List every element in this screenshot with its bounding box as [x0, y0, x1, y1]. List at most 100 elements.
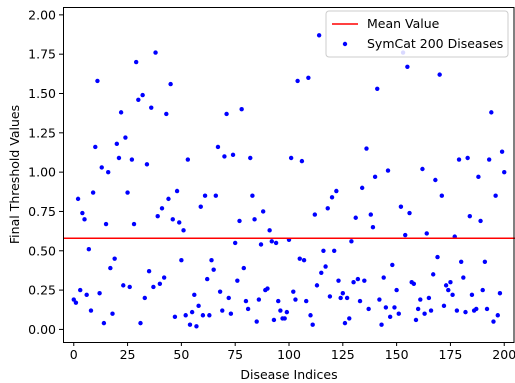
data-point — [385, 168, 391, 173]
data-point — [366, 306, 371, 312]
data-point — [237, 218, 242, 224]
data-point — [123, 135, 128, 140]
data-point — [118, 110, 124, 115]
data-point — [372, 174, 378, 180]
data-point — [149, 105, 154, 110]
data-point — [164, 111, 169, 117]
data-point — [95, 78, 100, 84]
data-point — [325, 206, 330, 211]
data-point — [437, 72, 442, 77]
data-point — [387, 314, 393, 320]
data-point — [433, 177, 438, 183]
data-point — [291, 289, 296, 294]
data-point — [187, 322, 193, 327]
data-point — [435, 254, 440, 260]
y-tick-label: 0.75 — [28, 204, 56, 219]
data-point — [306, 75, 311, 80]
data-point — [381, 275, 386, 280]
data-point — [235, 278, 240, 283]
data-point — [439, 193, 445, 198]
data-point — [250, 193, 255, 198]
data-point — [344, 295, 350, 301]
data-point — [448, 280, 453, 285]
x-tick-label: 50 — [173, 347, 189, 362]
data-point — [110, 311, 115, 316]
data-point — [207, 313, 212, 318]
data-point — [196, 303, 201, 309]
data-point — [144, 162, 150, 167]
data-point — [446, 287, 451, 293]
data-point — [364, 146, 369, 151]
data-point — [159, 206, 165, 211]
data-point — [228, 311, 234, 316]
data-point — [340, 291, 346, 296]
data-point — [142, 295, 147, 301]
data-point — [336, 278, 341, 283]
data-point — [116, 155, 122, 161]
data-point — [273, 240, 279, 246]
x-tick-label: 175 — [438, 347, 462, 362]
data-point — [269, 239, 274, 244]
x-axis-ticks: 0 25 50 75 100 125 150 175 200 — [70, 342, 515, 362]
data-point — [211, 267, 216, 272]
data-point — [254, 319, 259, 324]
y-axis-ticks: 0.00 0.25 0.50 0.75 1.00 1.25 1.50 1.75 2.00 — [28, 7, 63, 337]
data-point — [299, 158, 305, 164]
data-point — [349, 239, 354, 244]
data-point — [172, 314, 178, 320]
data-point — [370, 224, 376, 230]
data-point — [502, 169, 507, 175]
data-point — [125, 190, 130, 195]
data-point — [73, 300, 79, 305]
data-point — [80, 210, 85, 216]
data-point — [332, 248, 337, 253]
data-point — [90, 190, 96, 195]
data-point — [243, 298, 249, 304]
data-point — [209, 258, 214, 263]
data-point — [200, 313, 206, 318]
data-point — [441, 303, 447, 309]
data-point — [312, 212, 318, 217]
x-tick-label: 125 — [331, 347, 355, 362]
data-point — [170, 217, 175, 222]
y-tick-label: 1.00 — [28, 165, 56, 180]
y-tick-label: 2.00 — [28, 7, 56, 22]
data-point — [133, 59, 139, 65]
data-point — [248, 155, 253, 161]
data-point — [368, 212, 373, 217]
x-tick-label: 75 — [227, 347, 243, 362]
data-point — [86, 247, 92, 252]
data-point — [474, 306, 479, 312]
data-point — [493, 193, 498, 198]
data-point — [301, 258, 307, 263]
data-point — [202, 193, 208, 198]
data-point — [486, 157, 492, 162]
data-point — [411, 281, 417, 287]
data-point — [215, 144, 221, 150]
data-point — [351, 280, 356, 285]
data-point — [106, 169, 111, 175]
data-points — [71, 33, 507, 329]
data-point — [205, 276, 210, 282]
legend-series-swatch — [342, 41, 348, 47]
data-point — [131, 221, 137, 227]
data-point — [426, 295, 432, 301]
data-point — [480, 287, 485, 293]
data-point — [316, 33, 322, 38]
data-point — [467, 213, 472, 219]
data-point — [161, 275, 167, 280]
data-point — [476, 174, 481, 180]
y-tick-label: 0.25 — [28, 283, 56, 298]
data-point — [241, 265, 246, 271]
data-point — [295, 78, 300, 84]
data-point — [71, 297, 76, 302]
data-point — [108, 265, 113, 271]
data-point — [114, 141, 120, 147]
y-tick-label: 0.00 — [28, 322, 56, 337]
data-point — [136, 97, 141, 102]
data-point — [260, 209, 266, 214]
data-point — [415, 306, 421, 312]
data-point — [497, 291, 503, 296]
y-axis-label: Final Threshold Values — [7, 105, 22, 244]
